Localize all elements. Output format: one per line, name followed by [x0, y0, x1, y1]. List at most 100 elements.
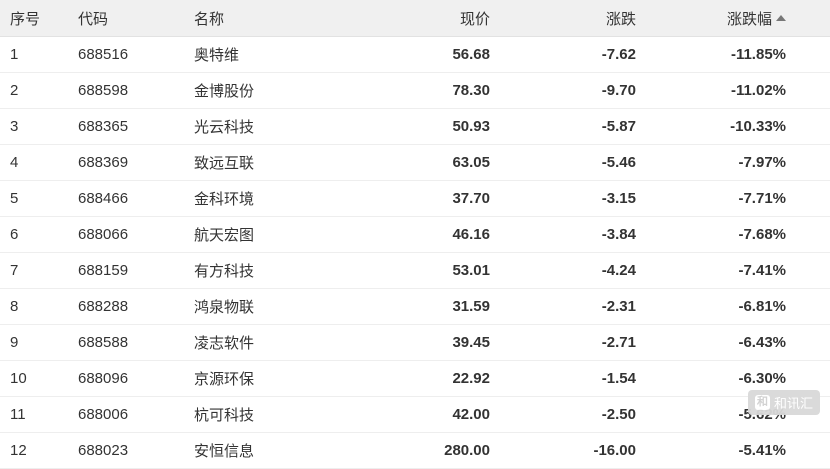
- cell-price: 56.68: [354, 37, 500, 73]
- cell-code[interactable]: 688516: [68, 37, 184, 73]
- watermark-text: 和讯汇: [774, 393, 813, 412]
- cell-change: -9.70: [500, 73, 646, 109]
- table-row[interactable]: 4 688369 致远互联 63.05 -5.46 -7.97% 1.19亿: [0, 145, 830, 181]
- column-header-index-label: 序号: [10, 11, 40, 28]
- cell-index: 11: [0, 397, 68, 433]
- table-row[interactable]: 2 688598 金博股份 78.30 -9.70 -11.02% 4.32亿 …: [0, 73, 830, 109]
- cell-pct: -7.71%: [646, 181, 796, 217]
- cell-name[interactable]: 京源环保: [184, 361, 354, 397]
- cell-index: 6: [0, 217, 68, 253]
- table-row[interactable]: 5 688466 金科环境 37.70 -3.15 -7.71% 1.33亿: [0, 181, 830, 217]
- cell-pct: -7.68%: [646, 217, 796, 253]
- column-header-amount[interactable]: 成交金额: [796, 0, 830, 37]
- cell-name[interactable]: 安恒信息: [184, 433, 354, 469]
- cell-index: 9: [0, 325, 68, 361]
- cell-pct: -7.41%: [646, 253, 796, 289]
- table-row[interactable]: 7 688159 有方科技 53.01 -4.24 -7.41% 1.13亿: [0, 253, 830, 289]
- cell-pct: -11.02%: [646, 73, 796, 109]
- table-row[interactable]: 11 688006 杭可科技 42.00 -2.50 -5.62% 1.15亿: [0, 397, 830, 433]
- cell-name[interactable]: 凌志软件: [184, 325, 354, 361]
- cell-amount: 1.19亿: [796, 145, 830, 181]
- cell-index: 4: [0, 145, 68, 181]
- cell-change: -4.24: [500, 253, 646, 289]
- cell-code[interactable]: 688288: [68, 289, 184, 325]
- cell-code[interactable]: 688006: [68, 397, 184, 433]
- cell-name[interactable]: 金科环境: [184, 181, 354, 217]
- cell-index: 8: [0, 289, 68, 325]
- cell-name[interactable]: 杭可科技: [184, 397, 354, 433]
- column-header-code[interactable]: 代码: [68, 0, 184, 37]
- table-row[interactable]: 8 688288 鸿泉物联 31.59 -2.31 -6.81% 7142万: [0, 289, 830, 325]
- column-header-price-label: 现价: [460, 11, 490, 28]
- table-body: 1 688516 奥特维 56.68 -7.62 -11.85% 5.79亿 亿…: [0, 37, 830, 469]
- cell-name[interactable]: 光云科技: [184, 109, 354, 145]
- column-header-code-label: 代码: [78, 11, 108, 28]
- cell-name[interactable]: 有方科技: [184, 253, 354, 289]
- cell-name[interactable]: 鸿泉物联: [184, 289, 354, 325]
- column-header-price[interactable]: 现价: [354, 0, 500, 37]
- cell-name[interactable]: 航天宏图: [184, 217, 354, 253]
- cell-price: 53.01: [354, 253, 500, 289]
- cell-price: 31.59: [354, 289, 500, 325]
- cell-price: 42.00: [354, 397, 500, 433]
- watermark-logo: 和 和讯汇: [748, 390, 820, 415]
- cell-pct: -5.41%: [646, 433, 796, 469]
- column-header-pct-label: 涨跌幅: [727, 8, 772, 29]
- table-row[interactable]: 12 688023 安恒信息 280.00 -16.00 -5.41%: [0, 433, 830, 469]
- column-header-pct[interactable]: 涨跌幅: [646, 0, 796, 37]
- cell-index: 1: [0, 37, 68, 73]
- cell-amount: 7142万: [796, 289, 830, 325]
- cell-price: 37.70: [354, 181, 500, 217]
- cell-name[interactable]: 致远互联: [184, 145, 354, 181]
- cell-change: -3.15: [500, 181, 646, 217]
- table-header-row: 序号 代码 名称 现价 涨跌 涨跌幅 成交金额: [0, 0, 830, 37]
- cell-pct: -10.33%: [646, 109, 796, 145]
- cell-change: -1.54: [500, 361, 646, 397]
- cell-change: -3.84: [500, 217, 646, 253]
- cell-change: -5.46: [500, 145, 646, 181]
- table-row[interactable]: 6 688066 航天宏图 46.16 -3.84 -7.68% 1.85亿: [0, 217, 830, 253]
- column-header-name[interactable]: 名称: [184, 0, 354, 37]
- cell-price: 280.00: [354, 433, 500, 469]
- table-row[interactable]: 10 688096 京源环保 22.92 -1.54 -6.30% 7372万: [0, 361, 830, 397]
- cell-pct: -7.97%: [646, 145, 796, 181]
- cell-code[interactable]: 688023: [68, 433, 184, 469]
- table-row[interactable]: 3 688365 光云科技 50.93 -5.87 -10.33% 4.59亿 …: [0, 109, 830, 145]
- cell-change: -2.50: [500, 397, 646, 433]
- column-header-name-label: 名称: [194, 11, 224, 28]
- table-header: 序号 代码 名称 现价 涨跌 涨跌幅 成交金额: [0, 0, 830, 37]
- column-header-change[interactable]: 涨跌: [500, 0, 646, 37]
- cell-name[interactable]: 奥特维: [184, 37, 354, 73]
- cell-code[interactable]: 688369: [68, 145, 184, 181]
- cell-code[interactable]: 688066: [68, 217, 184, 253]
- cell-price: 50.93: [354, 109, 500, 145]
- cell-code[interactable]: 688588: [68, 325, 184, 361]
- cell-amount: 5.79亿: [796, 37, 830, 73]
- cell-change: -2.71: [500, 325, 646, 361]
- cell-price: 39.45: [354, 325, 500, 361]
- cell-price: 78.30: [354, 73, 500, 109]
- cell-code[interactable]: 688159: [68, 253, 184, 289]
- cell-change: -7.62: [500, 37, 646, 73]
- cell-index: 10: [0, 361, 68, 397]
- cell-code[interactable]: 688598: [68, 73, 184, 109]
- table-row[interactable]: 1 688516 奥特维 56.68 -7.62 -11.85% 5.79亿 亿: [0, 37, 830, 73]
- cell-index: 5: [0, 181, 68, 217]
- cell-amount: 3.11亿: [796, 325, 830, 361]
- cell-price: 63.05: [354, 145, 500, 181]
- column-header-index[interactable]: 序号: [0, 0, 68, 37]
- cell-name[interactable]: 金博股份: [184, 73, 354, 109]
- cell-index: 12: [0, 433, 68, 469]
- cell-amount: 1.85亿: [796, 217, 830, 253]
- cell-change: -5.87: [500, 109, 646, 145]
- cell-price: 46.16: [354, 217, 500, 253]
- cell-amount: 1.13亿: [796, 253, 830, 289]
- table-row[interactable]: 9 688588 凌志软件 39.45 -2.71 -6.43% 3.11亿: [0, 325, 830, 361]
- cell-pct: -6.43%: [646, 325, 796, 361]
- cell-index: 2: [0, 73, 68, 109]
- cell-code[interactable]: 688466: [68, 181, 184, 217]
- cell-code[interactable]: 688096: [68, 361, 184, 397]
- cell-code[interactable]: 688365: [68, 109, 184, 145]
- sort-ascending-icon: [776, 15, 786, 21]
